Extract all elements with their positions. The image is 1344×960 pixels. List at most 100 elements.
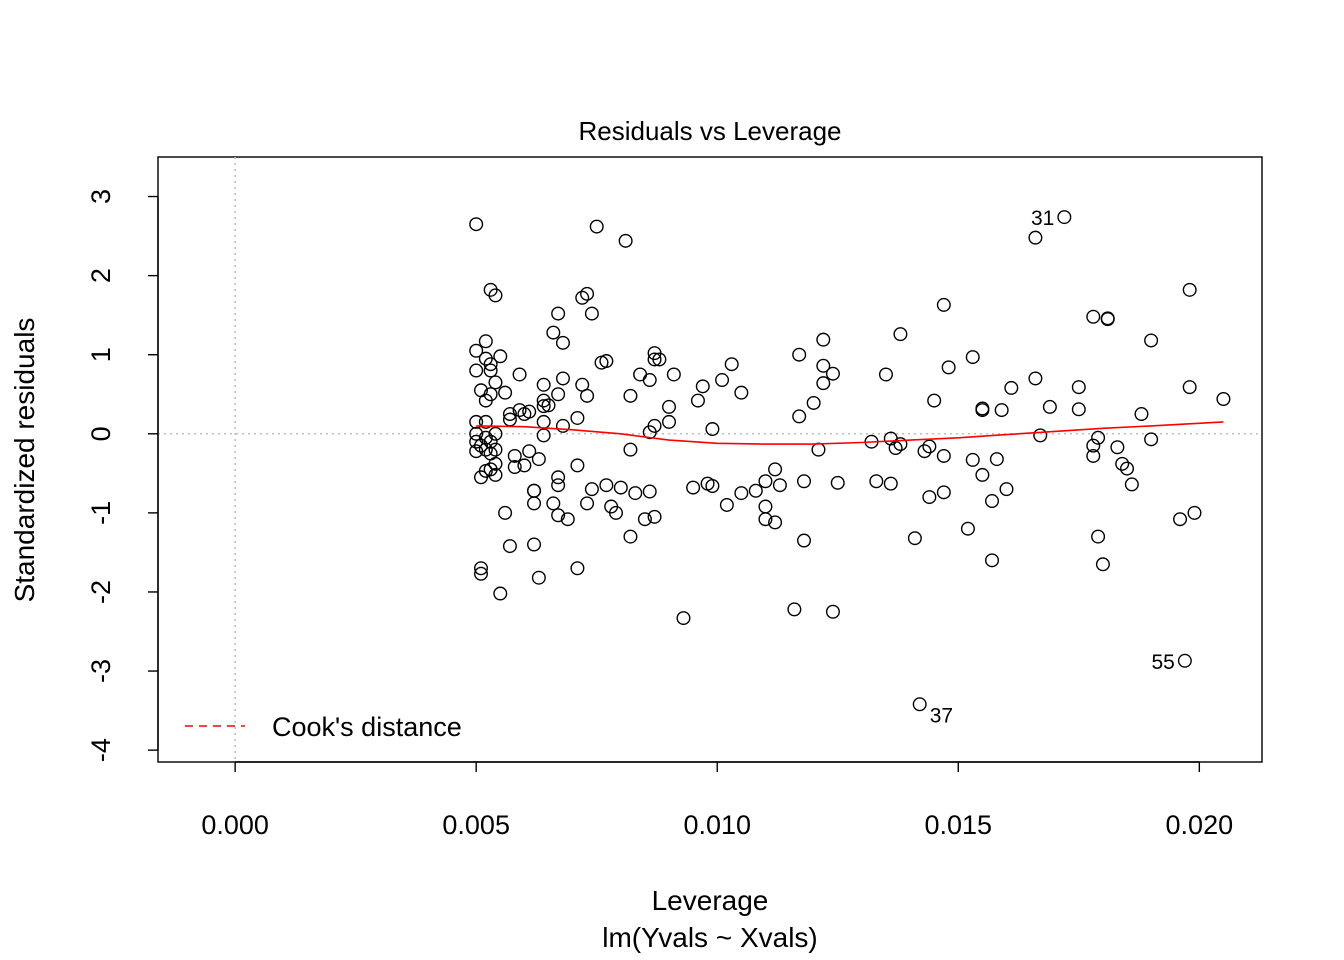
data-point	[1091, 529, 1106, 544]
data-point	[686, 480, 701, 495]
data-point	[536, 399, 551, 414]
data-point	[1120, 461, 1135, 476]
legend-label-cooks-distance: Cook's distance	[272, 712, 462, 742]
data-point	[830, 475, 845, 490]
data-point	[816, 376, 831, 391]
data-point	[575, 290, 590, 305]
data-point	[1033, 428, 1048, 443]
point-label-55: 55	[1152, 651, 1175, 674]
data-point	[551, 478, 566, 493]
x-axis-label: Leverage	[652, 885, 769, 916]
data-point	[546, 325, 561, 340]
chart-title: Residuals vs Leverage	[578, 116, 841, 146]
data-point	[488, 456, 503, 471]
data-point	[825, 366, 840, 381]
data-point	[478, 334, 493, 349]
data-point	[965, 452, 980, 467]
data-point	[551, 387, 566, 402]
data-point	[1187, 505, 1202, 520]
data-point	[469, 363, 484, 378]
data-point	[551, 306, 566, 321]
data-point	[570, 561, 585, 576]
x-tick-label: 0.020	[1166, 810, 1234, 840]
data-point	[546, 496, 561, 511]
data-point	[768, 515, 783, 530]
data-point	[488, 467, 503, 482]
data-point	[936, 297, 951, 312]
data-point	[1086, 438, 1101, 453]
data-point	[772, 478, 787, 493]
data-point	[493, 349, 508, 364]
data-point	[647, 509, 662, 524]
data-point	[570, 410, 585, 425]
data-point	[734, 486, 749, 501]
x-tick-label: 0.015	[924, 810, 992, 840]
data-point	[1028, 230, 1043, 245]
data-point	[555, 335, 570, 350]
data-point	[690, 393, 705, 408]
data-point	[724, 357, 739, 372]
data-point	[989, 452, 1004, 467]
data-point	[555, 371, 570, 386]
data-point	[758, 499, 773, 514]
data-point	[1182, 282, 1197, 297]
plot-area-frame	[157, 156, 1263, 763]
data-point	[478, 442, 493, 457]
y-tick-label: -4	[86, 738, 116, 762]
x-axis: 0.000 0.005 0.010 0.015 0.020	[201, 761, 1234, 840]
data-point	[758, 512, 773, 527]
y-tick-label: 2	[86, 268, 116, 283]
data-point	[512, 403, 527, 418]
data-point	[893, 327, 908, 342]
data-point	[999, 482, 1014, 497]
data-point	[1173, 512, 1188, 527]
data-point	[888, 441, 903, 456]
data-point	[1124, 477, 1139, 492]
data-point	[469, 434, 484, 449]
data-point	[488, 426, 503, 441]
data-point	[1071, 402, 1086, 417]
data-point	[1086, 448, 1101, 463]
data-point	[623, 529, 638, 544]
data-point	[580, 388, 595, 403]
data-point	[527, 537, 542, 552]
data-point	[719, 497, 734, 512]
y-tick-label: -1	[86, 501, 116, 525]
data-point	[1042, 399, 1057, 414]
data-point	[792, 347, 807, 362]
data-point	[517, 458, 532, 473]
data-point	[758, 474, 773, 489]
data-point	[474, 561, 489, 576]
data-point	[608, 505, 623, 520]
data-point	[734, 385, 749, 400]
data-point	[975, 467, 990, 482]
data-point	[502, 412, 517, 427]
data-point	[1028, 371, 1043, 386]
data-point	[469, 414, 484, 429]
data-point	[1216, 392, 1231, 407]
legend: Cook's distance	[185, 712, 462, 742]
data-point	[1134, 407, 1149, 422]
data-point	[536, 393, 551, 408]
data-point	[551, 470, 566, 485]
data-point	[936, 485, 951, 500]
y-axis-label: Standardized residuals	[9, 318, 40, 603]
data-point	[1086, 309, 1101, 324]
point-labels: 31 37 55	[930, 207, 1175, 727]
data-point	[941, 360, 956, 375]
data-point	[816, 358, 831, 373]
data-point	[642, 373, 657, 388]
data-point	[748, 483, 763, 498]
data-point	[975, 403, 990, 418]
data-point	[488, 442, 503, 457]
x-tick-label: 0.010	[683, 810, 751, 840]
data-point-labeled	[1177, 653, 1192, 668]
data-point	[580, 496, 595, 511]
data-point-labeled	[912, 697, 927, 712]
data-point	[1095, 557, 1110, 572]
data-point	[927, 393, 942, 408]
data-point	[797, 533, 812, 548]
smooth-line	[476, 421, 1224, 445]
data-point	[825, 604, 840, 619]
